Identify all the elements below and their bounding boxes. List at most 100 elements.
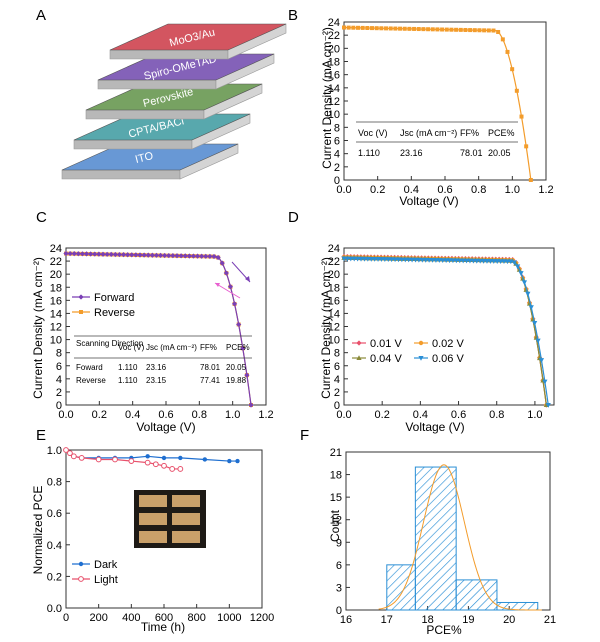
y-tick-label: 24 xyxy=(328,243,340,255)
data-point xyxy=(358,256,364,262)
layer-top-face xyxy=(85,83,263,111)
x-tick-label: 0.8 xyxy=(489,409,504,421)
data-point xyxy=(491,28,496,33)
y-tick-label: 10 xyxy=(50,335,62,347)
table-cell: Foward xyxy=(76,363,103,372)
data-point xyxy=(430,27,435,32)
data-point xyxy=(356,355,362,360)
data-point xyxy=(144,459,151,466)
gaussian-fit-curve xyxy=(378,464,542,611)
histogram-bar xyxy=(496,601,539,611)
x-tick-label: 800 xyxy=(187,612,205,624)
data-point xyxy=(374,26,379,31)
y-tick-label: 14 xyxy=(50,308,62,320)
data-point xyxy=(108,251,114,258)
data-point xyxy=(125,252,131,258)
data-point xyxy=(365,26,370,31)
y-tick-label: 8 xyxy=(334,348,340,360)
data-point xyxy=(240,345,246,351)
y-tick-label: 12 xyxy=(328,322,340,334)
table-header: Jsc (mA cm⁻²) xyxy=(146,343,197,352)
data-point xyxy=(407,26,412,31)
data-point xyxy=(157,252,164,259)
y-tick-label: 18 xyxy=(328,282,340,294)
data-point xyxy=(545,403,551,408)
data-point xyxy=(182,253,188,259)
data-point xyxy=(67,450,73,457)
layer-top-face xyxy=(61,143,239,171)
y-tick-label: 18 xyxy=(330,470,342,482)
data-point xyxy=(474,258,480,264)
y-tick-label: 22 xyxy=(328,30,340,42)
data-point xyxy=(70,453,77,460)
x-tick-label: 0.2 xyxy=(375,409,390,421)
y-tick-label: 0 xyxy=(56,400,62,412)
y-tick-label: 4 xyxy=(334,149,340,161)
y-tick-label: 0.8 xyxy=(47,477,62,489)
device-pixel xyxy=(139,513,167,525)
data-point xyxy=(472,28,477,33)
y-tick-label: 0 xyxy=(336,605,342,617)
x-tick-label: 1.0 xyxy=(505,184,520,196)
layer-side-face xyxy=(97,79,217,90)
y-tick-label: 24 xyxy=(50,243,62,255)
data-point xyxy=(435,27,440,32)
data-point xyxy=(402,26,407,31)
data-point xyxy=(525,291,531,297)
y-tick-label: 2 xyxy=(334,387,340,399)
data-point xyxy=(199,253,205,259)
data-point xyxy=(416,257,422,263)
data-point xyxy=(395,257,402,263)
table-cell: 78.01 xyxy=(460,148,483,158)
x-tick-label: 0.8 xyxy=(471,184,486,196)
y-tick-label: 10 xyxy=(328,335,340,347)
x-tick-label: 0.0 xyxy=(336,184,351,196)
y-tick-label: 2 xyxy=(334,162,340,174)
y-tick-label: 0 xyxy=(334,175,340,187)
data-point xyxy=(518,271,524,276)
xlabel-f: PCE% xyxy=(426,623,462,637)
data-point xyxy=(174,253,180,259)
data-point xyxy=(449,27,454,32)
forward-arrowhead xyxy=(245,276,250,282)
y-tick-label: 20 xyxy=(50,269,62,281)
y-tick-label: 16 xyxy=(50,295,62,307)
data-point xyxy=(120,252,127,258)
data-point xyxy=(484,258,490,264)
data-point xyxy=(378,257,385,262)
x-tick-label: 0.0 xyxy=(58,409,73,421)
data-point xyxy=(361,256,368,262)
device-pixel xyxy=(172,513,200,525)
data-point xyxy=(63,447,69,453)
stability-plot-e: Time (h) Normalized PCE 0 200 400 600 800 100… xyxy=(31,445,274,634)
data-point xyxy=(100,251,106,257)
y-tick-label: 22 xyxy=(50,256,62,268)
panel-letter-e: E xyxy=(36,427,46,444)
data-point xyxy=(170,253,176,259)
data-point xyxy=(356,25,361,30)
data-point xyxy=(112,251,118,258)
data-point xyxy=(379,26,384,31)
data-point xyxy=(426,27,431,32)
data-point xyxy=(398,26,403,31)
data-point xyxy=(215,254,221,261)
data-point xyxy=(460,258,466,264)
data-point xyxy=(351,25,356,30)
table-cell: 1.110 xyxy=(358,148,380,158)
data-point xyxy=(186,253,192,259)
data-point xyxy=(161,462,167,469)
jv-plot-b: Voltage (V) Current Density (mA cm⁻²) 0.… xyxy=(320,17,554,208)
y-tick-label: 0.6 xyxy=(47,508,62,520)
table-cell: 23.15 xyxy=(146,376,167,385)
data-point xyxy=(515,264,521,270)
data-point xyxy=(440,27,445,32)
data-point xyxy=(79,310,83,314)
y-tick-label: 15 xyxy=(330,492,342,504)
table-header: Scanning Direction xyxy=(76,339,143,348)
data-point xyxy=(78,294,84,300)
data-point xyxy=(385,257,391,263)
y-tick-label: 12 xyxy=(50,322,62,334)
x-tick-label: 1.2 xyxy=(258,409,273,421)
data-point xyxy=(510,67,515,72)
